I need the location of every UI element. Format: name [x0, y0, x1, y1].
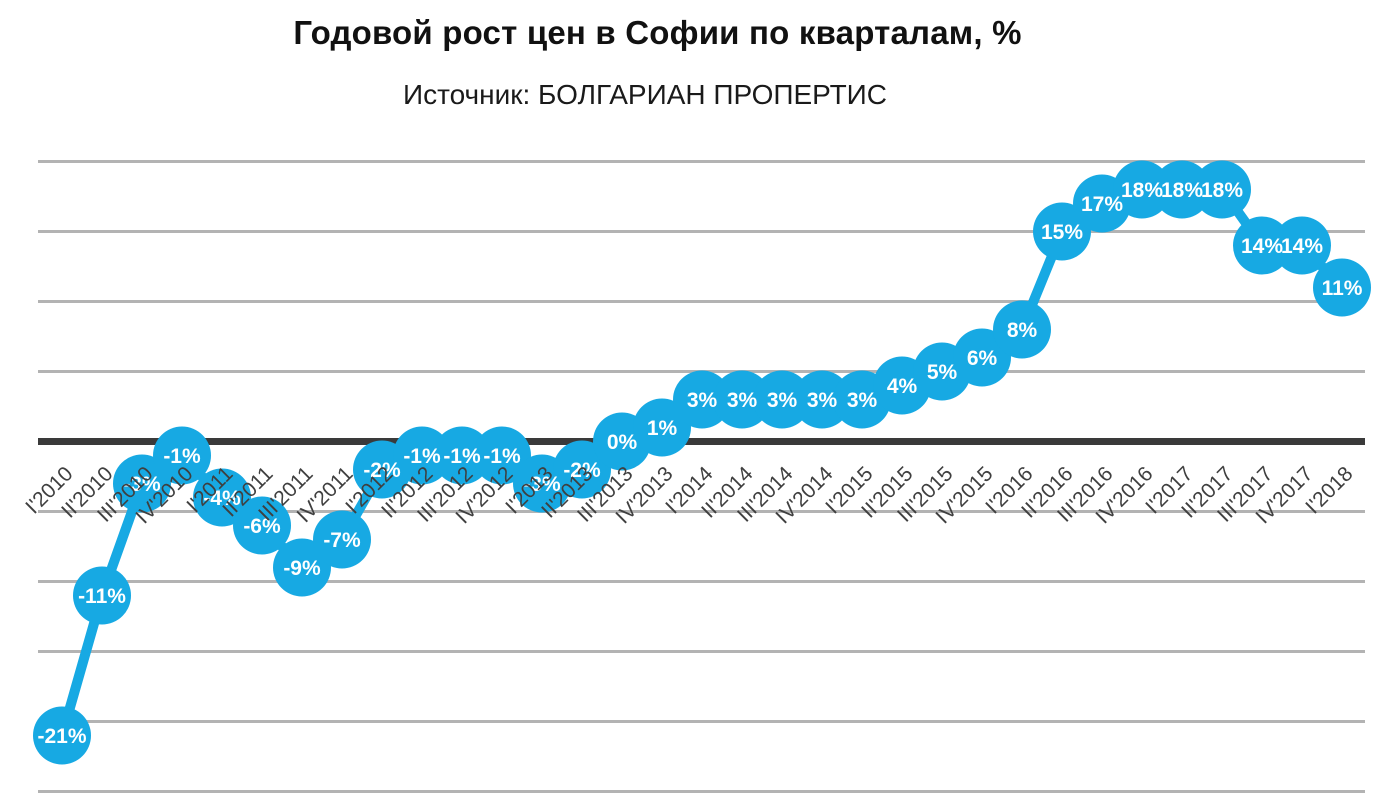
data-point-value-label: -1% [443, 445, 481, 468]
data-point-value-label: 18% [1161, 179, 1203, 202]
data-point-marker [33, 706, 91, 765]
data-point-marker [393, 426, 451, 485]
data-point-value-label: -1% [403, 445, 441, 468]
data-point-marker [1273, 216, 1331, 275]
data-point-value-label: -2% [563, 459, 601, 482]
data-point-value-label: 15% [1041, 221, 1083, 244]
data-point-value-label: 3% [727, 389, 758, 412]
data-point-marker [753, 370, 811, 429]
series-line [57, 184, 1347, 741]
data-point-value-label: -3% [523, 473, 561, 496]
data-point-value-label: 0% [607, 431, 638, 454]
data-point-marker [1193, 160, 1251, 219]
data-point-marker [1153, 160, 1211, 219]
data-point-value-label: 6% [967, 347, 998, 370]
data-point-value-label: 17% [1081, 193, 1123, 216]
data-point-value-label: -6% [243, 515, 281, 538]
data-point-marker [73, 566, 131, 625]
data-point-value-label: -3% [123, 473, 161, 496]
data-point-value-label: 4% [887, 375, 918, 398]
data-point-marker [673, 370, 731, 429]
data-point-value-label: 14% [1241, 235, 1283, 258]
chart-title: Годовой рост цен в Софии по кварталам, % [293, 14, 1022, 51]
chart-subtitle: Источник: БОЛГАРИАН ПРОПЕРТИС [402, 79, 888, 110]
data-point-value-label: 8% [1007, 319, 1038, 342]
data-point-marker [793, 370, 851, 429]
data-point-marker [433, 426, 491, 485]
data-point-value-label: 3% [847, 389, 878, 412]
data-point-value-label: -1% [163, 445, 201, 468]
data-point-value-label: -4% [203, 487, 241, 510]
data-point-value-label: -21% [37, 725, 86, 748]
data-point-value-label: 3% [687, 389, 718, 412]
data-point-value-label: -9% [283, 557, 321, 580]
data-point-marker [1233, 216, 1291, 275]
data-point-value-label: 3% [767, 389, 798, 412]
data-point-marker [153, 426, 211, 485]
data-point-value-label: 14% [1281, 235, 1323, 258]
data-point-value-label: -7% [323, 529, 361, 552]
data-point-marker [1113, 160, 1171, 219]
data-point-marker [993, 300, 1051, 359]
data-point-marker [1313, 258, 1371, 317]
data-point-marker [313, 510, 371, 569]
data-point-value-label: 5% [927, 361, 958, 384]
data-point-value-label: 18% [1121, 179, 1163, 202]
data-point-value-label: -11% [78, 585, 126, 608]
data-point-value-label: 18% [1201, 179, 1243, 202]
data-point-value-label: 1% [647, 417, 678, 440]
data-point-marker [233, 496, 291, 555]
data-point-value-label: 11% [1322, 277, 1363, 300]
data-point-value-label: 3% [807, 389, 838, 412]
data-point-value-label: -2% [363, 459, 401, 482]
data-point-marker [713, 370, 771, 429]
data-point-value-label: -1% [483, 445, 521, 468]
